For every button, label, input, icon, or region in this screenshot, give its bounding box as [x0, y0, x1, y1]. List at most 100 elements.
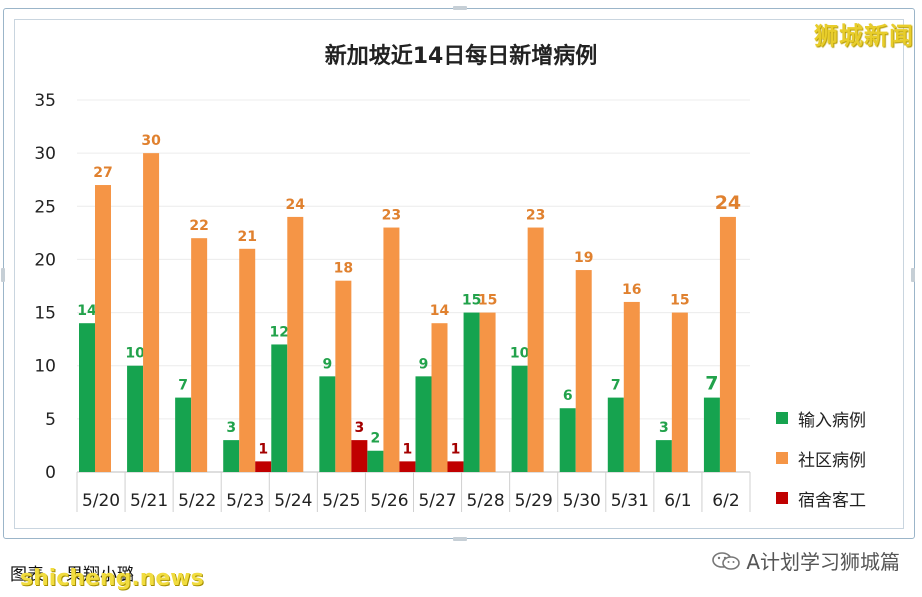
data-label-imported: 15 [462, 293, 481, 309]
bar-community [671, 312, 688, 472]
x-tick-label: 6/2 [712, 491, 739, 511]
y-tick-label: 20 [34, 250, 56, 270]
data-label-dormitory: 1 [451, 441, 461, 457]
legend-label-dormitory: 宿舍客工 [798, 490, 866, 511]
data-label-imported: 7 [611, 378, 621, 394]
x-tick-label: 6/1 [664, 491, 691, 511]
data-label-community: 19 [574, 250, 593, 266]
bar-community [527, 227, 544, 472]
brand-logo: 狮城新闻 [814, 22, 914, 50]
data-label-community: 21 [237, 229, 256, 245]
x-tick-label: 5/24 [274, 491, 312, 511]
data-label-community: 27 [93, 165, 112, 181]
bar-imported [223, 440, 240, 472]
x-tick-label: 5/31 [611, 491, 649, 511]
bar-imported [367, 450, 384, 472]
bar-community [623, 301, 640, 472]
y-tick-label: 30 [34, 144, 56, 164]
bar-community [479, 312, 496, 472]
x-tick-label: 5/25 [322, 491, 360, 511]
bar-community [335, 280, 352, 472]
bar-dormitory [447, 461, 464, 472]
legend-item-community: 社区病例 [776, 438, 866, 478]
data-label-imported: 9 [419, 356, 429, 372]
data-label-community: 18 [334, 261, 353, 277]
bar-community [95, 185, 111, 472]
y-tick-label: 10 [34, 357, 56, 377]
data-label-imported: 9 [322, 356, 332, 372]
chart-legend: 输入病例 社区病例 宿舍客工 [776, 398, 866, 518]
y-tick-label: 0 [45, 463, 56, 483]
data-label-community: 16 [622, 282, 641, 298]
resize-handle-top[interactable] [453, 6, 467, 10]
footer-caption: 图表 果翔小璐 [10, 560, 134, 585]
data-label-imported: 10 [510, 346, 530, 362]
legend-swatch-dormitory [776, 492, 788, 504]
bar-imported [79, 323, 95, 472]
x-tick-label: 5/23 [226, 491, 264, 511]
data-label-community: 15 [670, 293, 689, 309]
bar-imported [127, 365, 144, 472]
data-label-community: 24 [715, 192, 741, 214]
data-label-community: 14 [430, 303, 450, 319]
resize-handle-bottom[interactable] [453, 537, 467, 541]
resize-handle-right[interactable] [911, 268, 915, 282]
chart-plot-border [14, 19, 904, 529]
x-tick-label: 5/26 [370, 491, 408, 511]
bar-imported [511, 365, 528, 472]
wechat-label: A计划学习狮城篇 [746, 550, 900, 574]
bar-community [191, 238, 208, 472]
bar-community [287, 216, 304, 472]
data-label-community: 23 [382, 208, 401, 224]
bar-imported [559, 408, 576, 472]
x-tick-label: 5/22 [178, 491, 216, 511]
data-label-imported: 3 [226, 420, 236, 436]
legend-item-imported: 输入病例 [776, 398, 866, 438]
x-tick-label: 5/29 [515, 491, 553, 511]
legend-label-imported: 输入病例 [798, 410, 866, 431]
x-tick-label: 5/27 [418, 491, 456, 511]
y-tick-label: 15 [34, 304, 56, 324]
data-label-community: 23 [526, 208, 545, 224]
data-label-community: 30 [141, 133, 161, 149]
legend-swatch-community [776, 452, 788, 464]
bar-imported [415, 376, 432, 472]
legend-item-dormitory: 宿舍客工 [776, 478, 866, 518]
bar-community [239, 248, 256, 472]
chart-title: 新加坡近14日每日新增病例 [324, 44, 598, 69]
wechat-account: A计划学习狮城篇 [712, 546, 900, 575]
data-label-community: 22 [189, 218, 208, 234]
legend-label-community: 社区病例 [798, 450, 866, 471]
watermark-text: shicheng.news [20, 566, 204, 591]
bar-imported [319, 376, 336, 472]
data-label-dormitory: 1 [258, 441, 268, 457]
bar-imported [703, 397, 720, 472]
bar-community [143, 153, 160, 472]
bar-imported [271, 344, 288, 472]
x-tick-label: 5/30 [563, 491, 601, 511]
caption-author: 果翔小璐 [66, 565, 134, 585]
y-tick-label: 35 [34, 91, 56, 111]
data-label-imported: 6 [563, 388, 573, 404]
x-tick-label: 5/28 [467, 491, 505, 511]
bar-imported [655, 440, 672, 472]
bar-community [431, 323, 448, 472]
data-label-imported: 3 [659, 420, 669, 436]
data-label-community: 15 [478, 293, 497, 309]
data-label-imported: 14 [77, 303, 97, 319]
data-label-imported: 12 [270, 324, 289, 340]
data-label-imported: 2 [371, 431, 381, 447]
bar-dormitory [255, 461, 272, 472]
data-label-imported: 7 [178, 378, 188, 394]
y-tick-label: 5 [45, 410, 56, 430]
data-label-dormitory: 3 [354, 420, 364, 436]
bar-imported [463, 312, 480, 472]
bar-community [719, 216, 736, 472]
bar-dormitory [399, 461, 416, 472]
data-label-imported: 7 [705, 373, 718, 395]
bar-community [383, 227, 400, 472]
resize-handle-left[interactable] [1, 268, 5, 282]
y-tick-label: 25 [34, 197, 56, 217]
x-tick-label: 5/20 [82, 491, 120, 511]
bar-community [575, 270, 592, 472]
